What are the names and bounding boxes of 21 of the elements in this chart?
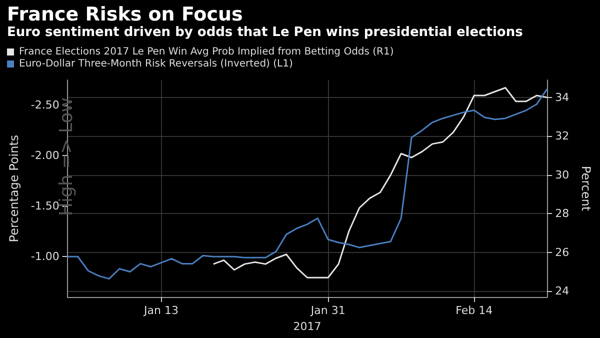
y-tick-label: -1.00	[30, 250, 60, 264]
legend-label: France Elections 2017 Le Pen Win Avg Prob Implied from Betting Odds (R1)	[19, 46, 394, 58]
legend-label: Euro-Dollar Three-Month Risk Reversals (Inverted) (L1)	[19, 58, 293, 70]
y2-tick-label: 34	[555, 90, 570, 104]
y-tick-label: -2.00	[30, 149, 60, 162]
y2-tick-label: 28	[555, 207, 570, 220]
y2-tick-label: 26	[555, 246, 570, 259]
chart-title: France Risks on Focus	[7, 4, 243, 26]
y2-axis-title: Percent	[579, 166, 593, 212]
y2-tick-label: 24	[555, 284, 570, 298]
chart-subtitle: Euro sentiment driven by odds that Le Pen wins presidential elections	[7, 25, 524, 40]
y2-tick-label: 30	[555, 168, 570, 182]
line-series	[212, 87, 548, 278]
y2-tick-label: 32	[555, 130, 570, 143]
x-tick-label: Jan 13	[142, 304, 178, 317]
y-tick-label: -1.50	[30, 200, 60, 213]
x-tick-label: Jan 31	[310, 304, 346, 317]
x-tick-label: Feb 14	[456, 304, 493, 317]
x-axis-title: 2017	[293, 320, 322, 333]
y-tick-label: -2.50	[30, 98, 60, 112]
y-axis-title: Percentage Points	[7, 134, 21, 242]
